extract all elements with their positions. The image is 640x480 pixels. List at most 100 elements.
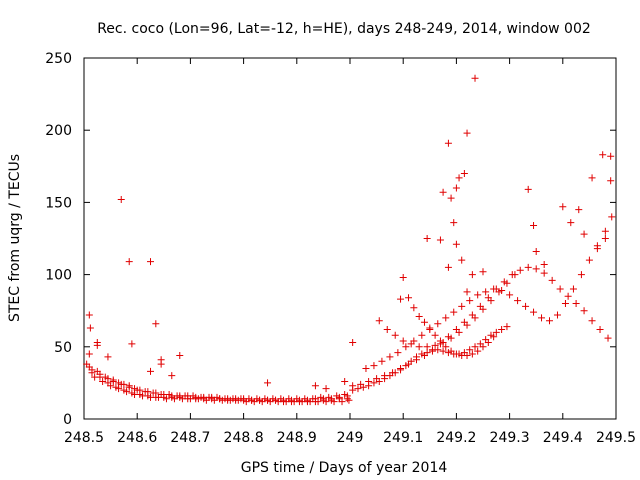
data-point bbox=[397, 364, 405, 372]
data-point bbox=[553, 311, 561, 319]
data-point bbox=[152, 320, 160, 328]
data-point bbox=[194, 395, 202, 403]
data-point bbox=[234, 396, 242, 404]
y-tick-label: 0 bbox=[63, 412, 72, 428]
axis-ticks bbox=[83, 57, 617, 420]
data-point bbox=[447, 194, 455, 202]
data-point bbox=[168, 372, 176, 380]
data-point bbox=[415, 343, 423, 351]
data-point bbox=[428, 346, 436, 354]
data-point bbox=[383, 325, 391, 333]
data-point bbox=[599, 151, 607, 159]
data-point bbox=[442, 314, 450, 322]
plot-frame bbox=[83, 57, 617, 420]
data-point bbox=[556, 285, 564, 293]
data-point bbox=[479, 343, 487, 351]
data-point bbox=[170, 395, 178, 403]
data-point bbox=[349, 338, 357, 346]
data-point bbox=[503, 279, 511, 287]
data-point bbox=[463, 351, 471, 359]
data-point bbox=[455, 174, 463, 182]
data-point bbox=[452, 184, 460, 192]
data-point bbox=[439, 347, 447, 355]
x-tick-label: 249 bbox=[337, 430, 364, 446]
data-point bbox=[588, 174, 596, 182]
data-point bbox=[290, 398, 298, 406]
data-point bbox=[490, 285, 498, 293]
data-point bbox=[572, 299, 580, 307]
data-point bbox=[218, 396, 226, 404]
data-point bbox=[532, 265, 540, 273]
data-point bbox=[282, 398, 290, 406]
data-point bbox=[516, 266, 524, 274]
data-point bbox=[442, 343, 450, 351]
data-point bbox=[546, 317, 553, 325]
data-point bbox=[460, 170, 468, 178]
data-point bbox=[436, 236, 444, 244]
data-point bbox=[580, 230, 588, 238]
data-point bbox=[522, 302, 530, 310]
data-point bbox=[569, 285, 577, 293]
data-point bbox=[415, 312, 423, 320]
data-point bbox=[474, 347, 482, 355]
data-point bbox=[109, 377, 117, 385]
data-point bbox=[330, 398, 338, 406]
data-point bbox=[593, 245, 601, 253]
x-tick-label: 249.2 bbox=[436, 430, 476, 446]
x-tick-label: 249.1 bbox=[383, 430, 423, 446]
data-point bbox=[149, 389, 157, 397]
data-point bbox=[399, 337, 407, 345]
data-point bbox=[141, 388, 149, 396]
data-point bbox=[99, 377, 107, 385]
data-point bbox=[147, 393, 154, 401]
data-point bbox=[85, 350, 93, 358]
data-point bbox=[104, 353, 112, 361]
data-point bbox=[186, 395, 194, 403]
data-point bbox=[607, 177, 615, 185]
x-tick-label: 249.3 bbox=[490, 430, 530, 446]
data-point bbox=[463, 321, 471, 329]
data-point bbox=[345, 396, 353, 404]
data-point bbox=[86, 324, 94, 332]
data-point bbox=[468, 350, 476, 358]
data-point bbox=[466, 346, 474, 354]
data-point bbox=[452, 350, 460, 358]
data-point bbox=[354, 385, 362, 393]
data-point bbox=[322, 398, 330, 406]
data-point bbox=[378, 357, 386, 365]
y-tick-label: 200 bbox=[45, 123, 72, 139]
data-point bbox=[585, 256, 593, 264]
data-point bbox=[123, 388, 131, 396]
data-point bbox=[423, 343, 431, 351]
data-point bbox=[511, 271, 519, 279]
x-tick-label: 249.4 bbox=[543, 430, 583, 446]
data-point bbox=[93, 367, 101, 375]
data-point bbox=[407, 340, 415, 348]
data-point bbox=[431, 331, 439, 339]
data-point bbox=[397, 295, 405, 303]
data-point bbox=[463, 129, 471, 137]
x-tick-label: 248.7 bbox=[170, 430, 210, 446]
data-point bbox=[107, 382, 115, 390]
data-point bbox=[128, 340, 136, 348]
data-point bbox=[405, 294, 413, 302]
data-point bbox=[178, 395, 186, 403]
data-point bbox=[530, 308, 538, 316]
data-point bbox=[447, 334, 455, 342]
data-point bbox=[139, 392, 147, 400]
y-tick-label: 250 bbox=[45, 51, 72, 67]
data-point bbox=[242, 398, 250, 406]
data-point bbox=[226, 396, 234, 404]
data-point bbox=[381, 372, 389, 380]
data-point bbox=[479, 268, 487, 276]
data-point bbox=[452, 240, 460, 248]
data-point bbox=[506, 291, 514, 299]
x-tick-label: 249.5 bbox=[596, 430, 636, 446]
data-point bbox=[608, 213, 616, 221]
data-point bbox=[410, 304, 418, 312]
data-point bbox=[157, 360, 165, 368]
data-point bbox=[389, 369, 397, 377]
data-point bbox=[514, 297, 522, 305]
data-point bbox=[343, 395, 351, 403]
data-point bbox=[405, 360, 413, 368]
